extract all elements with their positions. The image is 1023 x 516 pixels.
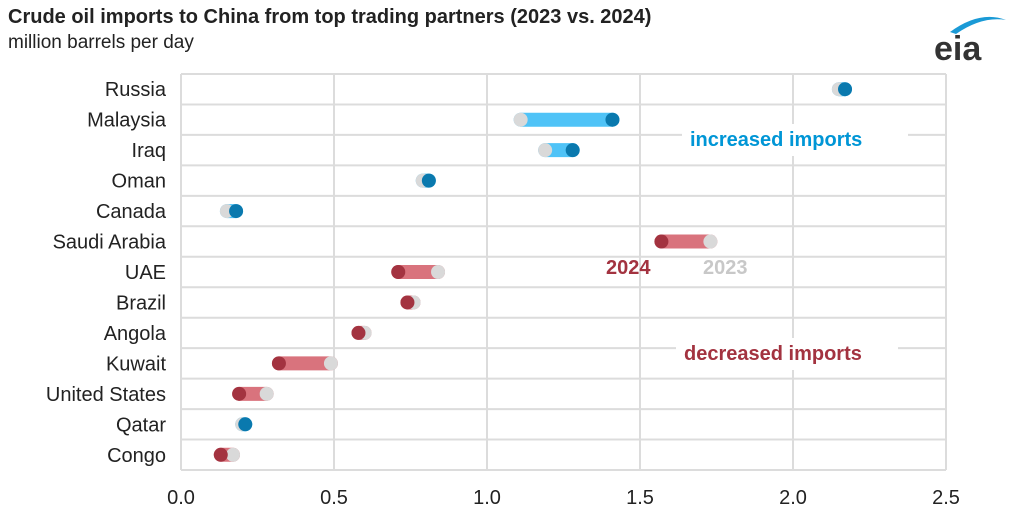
x-tick-label: 1.0: [473, 487, 501, 509]
annotation-increased: increased imports: [690, 129, 862, 151]
point-2024: [838, 82, 853, 97]
annotation-decreased: decreased imports: [684, 343, 862, 365]
annotation-decreased-bg: [676, 338, 898, 370]
category-label: Congo: [107, 445, 166, 467]
x-tick-label: 0.5: [320, 487, 348, 509]
category-label: Oman: [112, 171, 166, 193]
point-2023: [431, 265, 446, 279]
legend-2024: 2024: [606, 257, 651, 279]
point-2023: [513, 112, 528, 127]
point-2024: [400, 295, 415, 310]
x-tick-label: 0.0: [167, 487, 195, 509]
category-label: Russia: [105, 79, 167, 101]
legend-2023: 2023: [703, 257, 748, 279]
point-2024: [238, 417, 253, 432]
x-tick-label: 2.0: [779, 487, 807, 509]
point-2024: [232, 386, 247, 401]
point-2024: [271, 356, 286, 371]
category-label: Canada: [96, 201, 167, 223]
point-2024: [565, 143, 580, 158]
point-2024: [605, 112, 620, 127]
category-label: Brazil: [116, 292, 166, 314]
point-2023: [226, 447, 241, 462]
annotation-increased-bg: [682, 124, 908, 156]
point-2023: [703, 234, 718, 249]
point-2023: [323, 356, 338, 371]
point-2024: [229, 204, 244, 219]
point-2024: [391, 265, 406, 279]
eia-logo: eia: [934, 16, 1006, 66]
category-label: Malaysia: [87, 110, 167, 132]
x-tick-label: 2.5: [932, 487, 960, 509]
category-label: Angola: [104, 323, 167, 345]
point-2024: [213, 447, 228, 462]
chart-subtitle: million barrels per day: [8, 32, 194, 53]
svg-text:eia: eia: [934, 30, 982, 66]
category-label: UAE: [125, 262, 166, 284]
category-label: Kuwait: [106, 353, 166, 375]
x-tick-label: 1.5: [626, 487, 654, 509]
chart-title: Crude oil imports to China from top trad…: [8, 6, 652, 28]
point-2024: [654, 234, 669, 249]
category-label: Saudi Arabia: [53, 232, 167, 254]
point-2024: [421, 173, 436, 188]
point-2024: [351, 325, 366, 340]
point-2023: [259, 386, 274, 401]
category-label: Iraq: [132, 140, 166, 162]
category-label: Qatar: [116, 414, 166, 436]
category-label: United States: [46, 384, 166, 406]
point-2023: [538, 143, 553, 158]
